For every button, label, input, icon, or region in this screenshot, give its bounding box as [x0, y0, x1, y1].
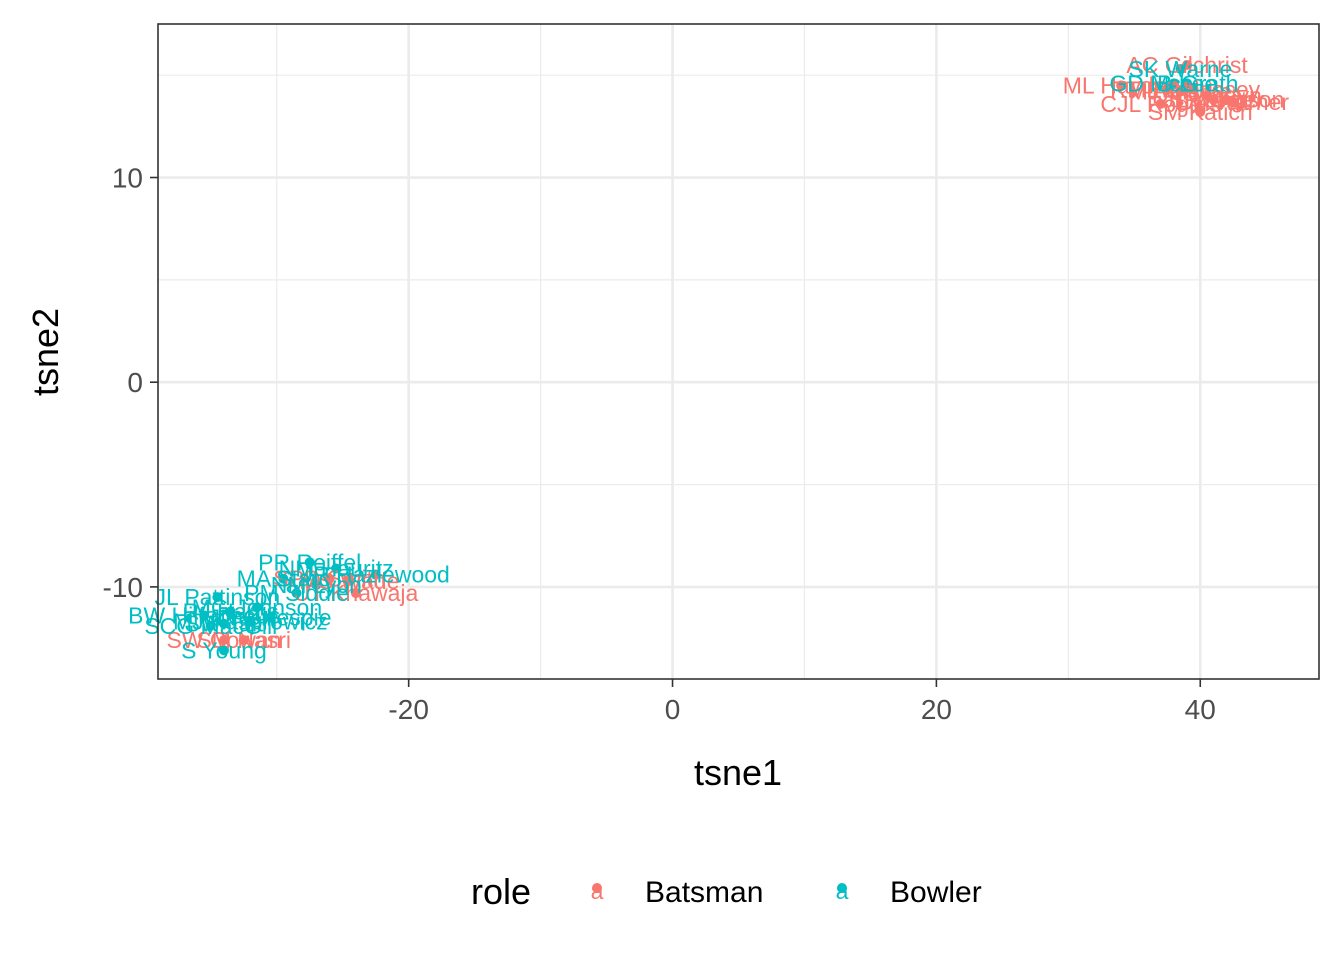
legend-label: Batsman — [645, 876, 763, 909]
point-label: B Lee — [1157, 70, 1217, 96]
x-axis: -20 0 20 40 — [388, 679, 1216, 725]
data-point — [1116, 80, 1127, 91]
data-point — [291, 588, 302, 599]
point-label: SW Cowan — [166, 627, 281, 653]
data-point — [218, 635, 229, 646]
data-point — [199, 610, 210, 621]
point-label: AC Gilchrist — [1126, 52, 1248, 78]
point-label: SK Warne — [1128, 56, 1232, 82]
y-tick-label: 10 — [112, 163, 143, 194]
panel-background — [158, 24, 1319, 679]
point-label: MG Johnson — [192, 594, 322, 620]
point-label: MA Starc — [237, 566, 330, 592]
data-point — [311, 579, 322, 590]
y-tick-label: -10 — [103, 572, 143, 603]
data-point — [331, 563, 342, 574]
data-point — [1168, 78, 1179, 89]
data-point — [1175, 86, 1186, 97]
legend-key-glyph: a — [836, 878, 849, 904]
point-label: SM Katich — [1148, 99, 1253, 125]
point-label: DA Warner — [1177, 89, 1289, 115]
point-label: MJ Clarke — [1129, 79, 1233, 105]
data-point — [1175, 64, 1186, 75]
point-label: SCG MacGill — [144, 613, 277, 639]
x-tick-label: 40 — [1185, 694, 1216, 725]
legend-entry: a Bowler — [836, 876, 982, 909]
data-point — [205, 620, 216, 631]
point-label: CJL Rogers — [1100, 91, 1221, 117]
data-point — [278, 573, 289, 584]
x-axis-title: tsne1 — [694, 752, 782, 793]
data-point — [1188, 84, 1199, 95]
point-label: JL Pattinson — [155, 584, 281, 610]
point-label: SR Watson — [1169, 87, 1284, 113]
data-point — [251, 602, 262, 613]
data-point — [212, 592, 223, 603]
point-label: JL Langer — [1163, 87, 1265, 113]
data-point — [218, 645, 229, 656]
legend: role a Batsman a Bowler — [471, 871, 982, 912]
legend-key-glyph: a — [591, 878, 604, 904]
point-label: SPD Smith — [273, 566, 385, 592]
y-axis: -10 0 10 — [103, 163, 158, 603]
point-label: SW Tait — [185, 611, 264, 637]
y-axis-title: tsne2 — [25, 308, 66, 396]
legend-label: Bowler — [890, 876, 982, 909]
data-point — [324, 573, 335, 584]
y-tick-label: 0 — [127, 367, 143, 398]
data-point — [344, 575, 355, 586]
point-label: BW Hilfenhaus — [128, 603, 280, 629]
point-label: PR Reiffel — [258, 549, 361, 575]
point-label: RT Ponting — [1110, 77, 1224, 103]
point-label: UT Khawaja — [293, 580, 418, 606]
point-label: ML Hayden — [1063, 72, 1180, 98]
point-label: JN Gillespie — [209, 605, 332, 631]
x-tick-label: 0 — [665, 694, 681, 725]
point-label: PM Siddle — [244, 580, 349, 606]
data-point — [350, 588, 361, 599]
data-point — [225, 606, 236, 617]
point-label: GD McGrath — [1109, 70, 1238, 96]
minor-gridlines — [158, 24, 1319, 679]
legend-title: role — [471, 871, 531, 912]
major-gridlines — [158, 24, 1319, 679]
data-point — [304, 557, 315, 568]
point-label: MJ Kasprowicz — [173, 609, 328, 635]
data-point — [370, 569, 381, 580]
point-label: MEK Hussey — [1127, 77, 1260, 103]
point-label: JR Hazlewood — [302, 562, 450, 588]
point-label: S Young — [181, 637, 267, 663]
point-label: NM Lyon — [271, 572, 362, 598]
data-point — [245, 616, 256, 627]
data-point — [218, 618, 229, 629]
point-label: NM Hauritz — [279, 555, 394, 581]
data-points — [199, 59, 1239, 656]
point-label: RJ Harris — [183, 598, 279, 624]
data-point — [238, 635, 249, 646]
legend-entries: a Batsman a Bowler — [591, 876, 982, 909]
point-label: MS Wade — [299, 568, 399, 594]
point-label: SM Nasri — [196, 627, 291, 653]
legend-key-dot — [592, 883, 602, 893]
data-point — [1228, 96, 1239, 107]
point-label: DR Martyn — [1152, 83, 1262, 109]
data-point — [1195, 107, 1206, 118]
data-point — [1155, 98, 1166, 109]
legend-entry: a Batsman — [591, 876, 764, 909]
data-point — [1162, 84, 1173, 95]
data-point — [1182, 78, 1193, 89]
data-point — [265, 612, 276, 623]
legend-key-dot — [837, 883, 847, 893]
data-point — [1208, 94, 1219, 105]
panel-border — [157, 23, 1320, 680]
x-tick-label: -20 — [388, 694, 428, 725]
x-tick-label: 20 — [921, 694, 952, 725]
